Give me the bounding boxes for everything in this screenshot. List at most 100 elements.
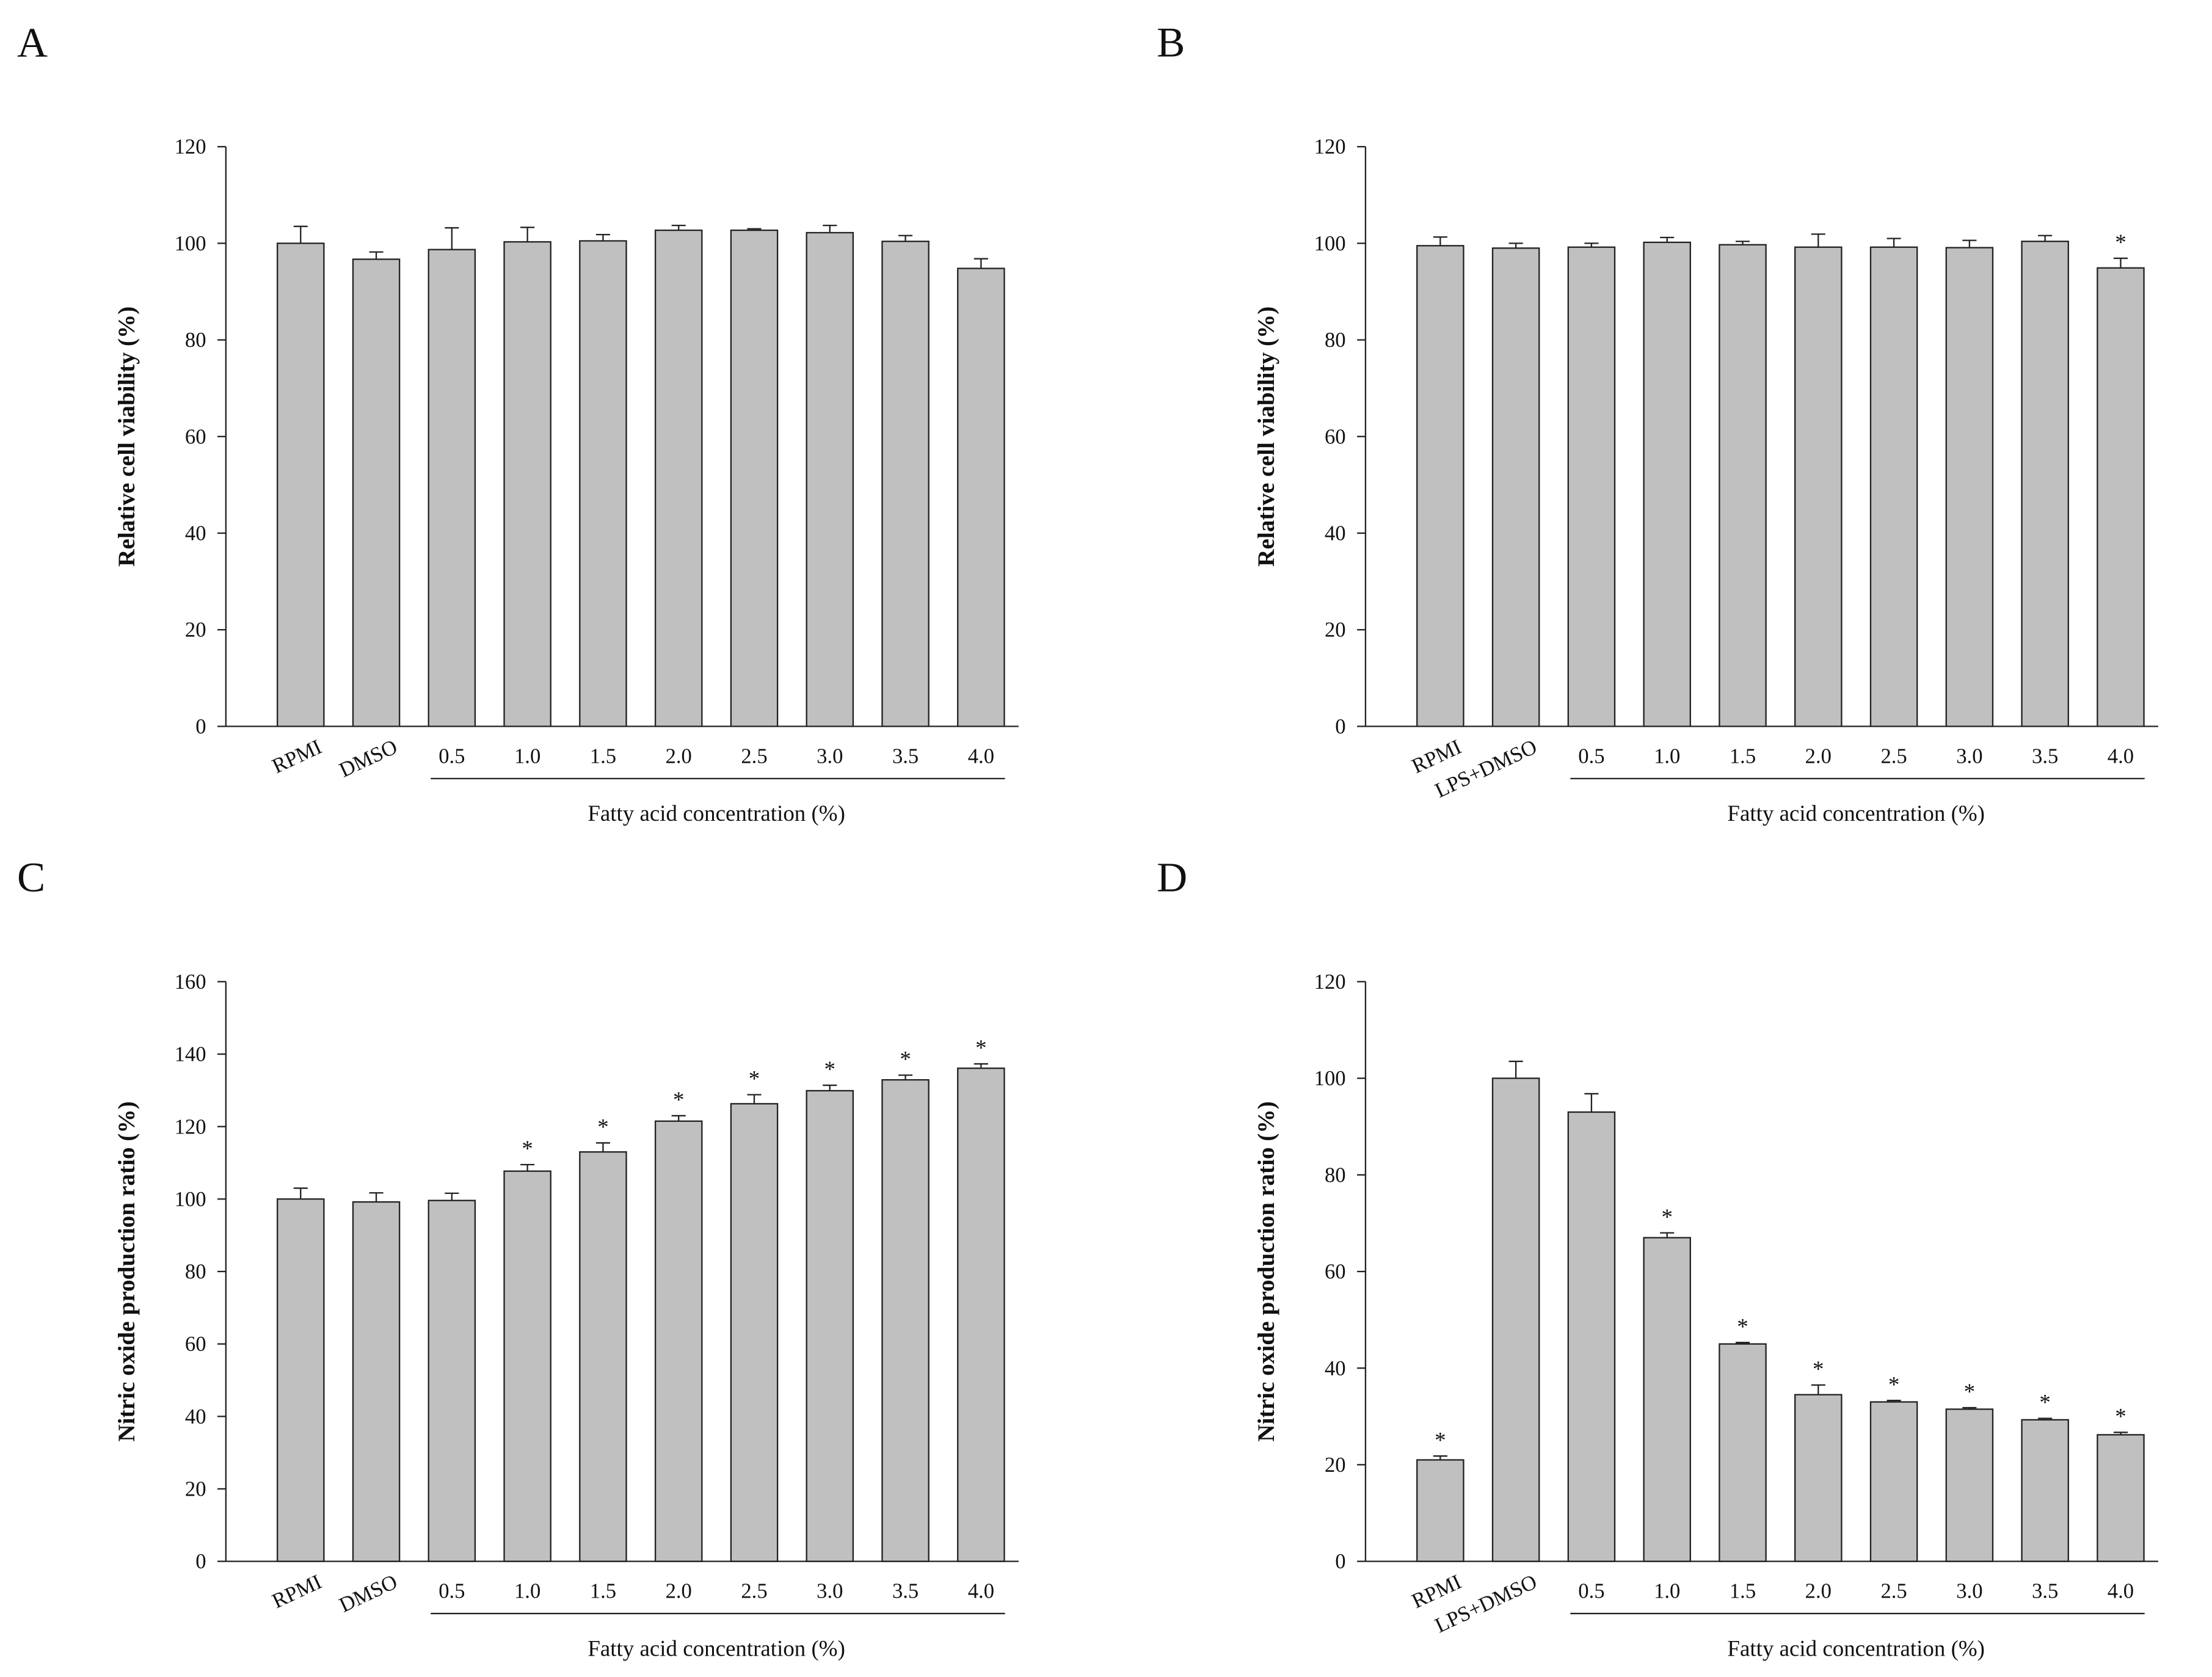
x-tick-label: 0.5 [438,1580,465,1603]
error-bar [898,235,913,242]
x-tick-label: 3.5 [2032,1580,2058,1603]
error-bar [595,233,610,241]
significance-mark: * [824,1057,835,1082]
x-tick-label: 3.0 [817,1580,843,1603]
error-bar [1811,233,1825,247]
bar [654,229,703,727]
bar [1567,1111,1616,1562]
y-tick-label: 40 [1325,1357,1346,1380]
y-axis-label: Relative cell viability (%) [1253,307,1279,567]
error-bar [293,1187,308,1199]
error-bar [823,224,837,233]
x-tick-label: 1.5 [590,1580,616,1603]
significance-mark: * [1661,1204,1672,1229]
bar [1416,1459,1464,1562]
error-bar [898,1074,913,1080]
bar [352,1201,401,1562]
bar [1869,246,1918,727]
bar [654,1120,703,1562]
x-axis-label: Fatty acid concentration (%) [1727,1635,1985,1661]
error-bar [671,1115,686,1121]
significance-mark: * [2039,1390,2050,1415]
error-bar [1886,238,1901,247]
panel: B 0 20 40 60 80 100 120 Relative cell viability … [1157,18,2158,826]
error-bar [1735,1342,1750,1344]
significance-mark: * [1888,1372,1899,1397]
bar [1491,247,1540,727]
y-tick-label: 80 [1325,329,1346,352]
significance-mark: * [975,1035,986,1060]
error-bar [369,251,384,260]
x-tick-label: 1.5 [1730,744,1756,768]
x-tick-label: 1.0 [1654,1580,1680,1603]
significance-mark: * [1737,1314,1748,1339]
y-tick-label: 0 [195,1550,206,1573]
error-bar [671,224,686,231]
error-bar [595,1142,610,1152]
x-tick-label: 1.0 [514,1580,540,1603]
x-tick-label: 1.0 [1654,744,1680,768]
x-tick-label: 1.0 [514,744,540,768]
y-tick-label: 100 [1314,232,1346,255]
y-tick-label: 120 [1314,136,1346,159]
x-tick-label: 0.5 [438,744,465,768]
x-tick-label: 1.5 [1730,1580,1756,1603]
bar [1567,246,1616,727]
bar [730,229,779,727]
error-bar [1660,1232,1675,1238]
y-axis-label: Nitric oxide production ratio (%) [114,1101,140,1441]
error-bar [1811,1384,1825,1395]
error-bar [293,225,308,244]
bar [806,231,854,727]
error-bar [1735,241,1750,245]
y-tick-label: 60 [185,1333,206,1356]
error-bar [747,228,762,231]
y-tick-label: 160 [175,970,206,994]
y-tick-label: 40 [1325,522,1346,545]
x-tick-label: 2.5 [741,1580,767,1603]
y-tick-label: 120 [1314,970,1346,994]
x-tick-label: 2.5 [1880,744,1907,768]
bar [579,240,627,727]
significance-mark: * [749,1066,760,1091]
error-bar [2113,257,2128,268]
x-tick-label: 3.0 [1956,1580,1982,1603]
panel-label: B [1157,18,1185,65]
bar [881,1079,930,1562]
x-tick-label: 2.5 [741,744,767,768]
x-tick-label: RPMI [269,1570,326,1613]
error-bar [973,258,988,269]
y-tick-label: 80 [185,1260,206,1284]
bar [2097,267,2145,727]
significance-mark: * [522,1136,533,1161]
y-tick-label: 20 [1325,1453,1346,1477]
error-bar [1433,1455,1447,1460]
panel: A 0 20 40 60 80 100 120 Relative cell viability … [17,18,1019,826]
significance-mark: * [1435,1427,1446,1452]
bar [427,249,476,727]
bar [1945,1408,1994,1562]
error-bar [1962,1406,1977,1410]
x-tick-label: RPMI [269,735,326,778]
bar [957,267,1005,727]
panel-label: C [17,854,45,901]
error-bar [369,1192,384,1202]
y-tick-label: 0 [195,715,206,738]
significance-mark: * [673,1087,684,1112]
bar [427,1199,476,1562]
bar [277,242,325,727]
bar [2021,1419,2069,1562]
y-tick-label: 140 [175,1043,206,1066]
y-tick-label: 20 [185,1478,206,1501]
error-bar [1886,1400,1901,1402]
x-tick-label: 1.5 [590,744,616,768]
bar [1643,1237,1691,1562]
x-tick-label: DMSO [336,735,401,782]
error-bar [1962,239,1977,248]
panel-label: D [1157,854,1187,901]
x-tick-label: 2.0 [666,744,692,768]
y-axis-label: Relative cell viability (%) [114,307,140,567]
significance-mark: * [597,1115,608,1140]
panel-label: A [17,18,48,65]
